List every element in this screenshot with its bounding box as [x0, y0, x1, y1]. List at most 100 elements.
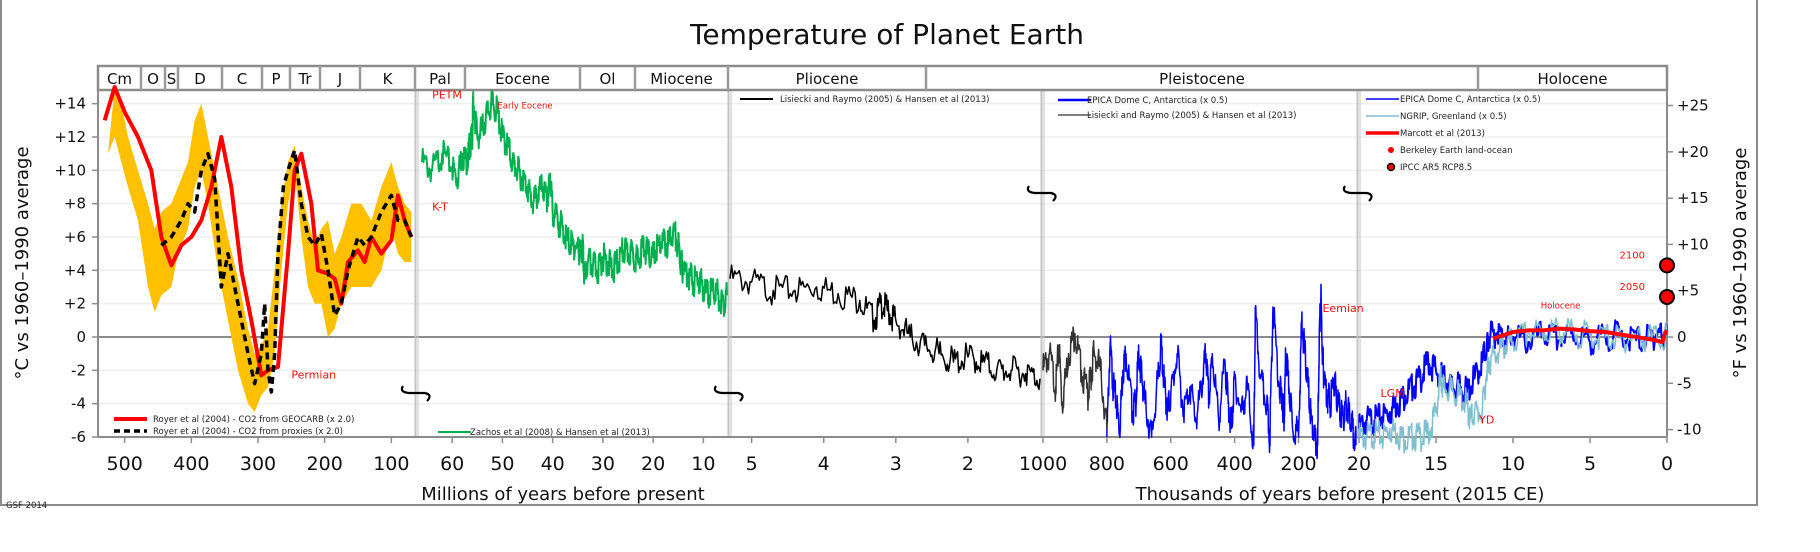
x-tick-label: 4	[818, 453, 830, 475]
period-label: S	[167, 70, 177, 88]
x-tick-label: 800	[1089, 453, 1125, 475]
legend-label: Lisiecki and Raymo (2005) & Hansen et al…	[780, 95, 989, 105]
x-tick-label: 200	[1280, 453, 1316, 475]
x-tick-label: 10	[691, 453, 715, 475]
period-label: Miocene	[650, 70, 713, 88]
chart-frame	[0, 0, 1758, 506]
legend-label: Royer et al (2004) - CO2 from proxies (x…	[153, 427, 343, 437]
y-tick-label-c: 0	[76, 328, 86, 346]
period-label: P	[271, 70, 280, 88]
legend-label: IPCC AR5 RCP8.5	[1400, 163, 1472, 173]
uncertainty-band	[108, 87, 412, 412]
period-label: K	[383, 70, 394, 88]
projection-point	[1659, 257, 1675, 274]
y-tick-label-f: +25	[1677, 97, 1709, 115]
y-tick-label-c: -2	[71, 361, 86, 379]
x-tick-label: 20	[641, 453, 665, 475]
x-tick-label: 3	[890, 453, 902, 475]
y-tick-label-c: +14	[54, 95, 86, 113]
x-tick-label: 300	[240, 453, 276, 475]
annotation-label: Early Eocene	[497, 102, 552, 112]
series-line	[1358, 317, 1668, 454]
x-tick-label: 2	[962, 453, 974, 475]
projection-point	[1659, 289, 1675, 305]
x-tick-label: 1000	[1019, 453, 1067, 475]
axis-break-icon	[713, 385, 744, 402]
axis-break-icon	[400, 385, 431, 402]
period-label: C	[237, 70, 247, 88]
legend-label: Marcott et al (2013)	[1400, 129, 1485, 139]
y-axis-title-right: °F vs 1960–1990 average	[1730, 148, 1751, 379]
legend-label: Royer et al (2004) - CO2 from GEOCARB (x…	[153, 415, 354, 425]
series-line	[1106, 283, 1357, 460]
y-axis-title-left: °C vs 1960–1990 average	[12, 146, 33, 379]
legend-label: EPICA Dome C, Antarctica (x 0.5)	[1087, 96, 1228, 106]
annotation-label: Eemian	[1322, 302, 1363, 315]
period-label: Tr	[297, 70, 312, 88]
period-label: Pal	[429, 70, 451, 88]
projection-label: 2050	[1620, 282, 1645, 293]
x-tick-label: 50	[490, 453, 514, 475]
period-label: Eocene	[495, 70, 550, 88]
period-label: D	[194, 70, 206, 88]
x-tick-label: 20	[1347, 453, 1371, 475]
annotation-label: Permian	[291, 369, 336, 382]
x-tick-label: 400	[173, 453, 209, 475]
period-label: Holocene	[1537, 70, 1607, 88]
axis-break-icon	[1342, 185, 1373, 202]
x-tick-label: 500	[107, 453, 143, 475]
x-tick-label: 600	[1153, 453, 1189, 475]
y-tick-label-f: -10	[1677, 421, 1702, 439]
y-tick-label-c: -4	[71, 395, 86, 413]
period-label: Cm	[107, 70, 132, 88]
period-header	[96, 64, 1669, 92]
series-line	[729, 264, 1041, 391]
axis-break-icon	[1026, 185, 1057, 202]
y-tick-label-c: -6	[71, 428, 86, 446]
y-tick-label-c: +8	[64, 195, 86, 213]
legend-swatch	[1388, 147, 1394, 153]
x-tick-label: 10	[1501, 453, 1525, 475]
x-tick-label: 0	[1661, 453, 1673, 475]
series-line	[160, 148, 413, 394]
y-tick-label-f: +20	[1677, 143, 1709, 161]
annotation-label: Holocene	[1541, 302, 1581, 312]
y-tick-label-f: 0	[1677, 328, 1687, 346]
y-tick-label-c: +10	[54, 161, 86, 179]
legend-label: EPICA Dome C, Antarctica (x 0.5)	[1400, 95, 1541, 105]
y-tick-label-c: +4	[64, 261, 86, 279]
x-tick-label: 15	[1424, 453, 1448, 475]
legend-label: Berkeley Earth land-ocean	[1400, 146, 1513, 156]
period-label: O	[147, 70, 159, 88]
legend-label: NGRIP, Greenland (x 0.5)	[1400, 112, 1507, 122]
y-tick-label-f: -5	[1677, 374, 1692, 392]
x-axis-title-kyr: Thousands of years before present (2015 …	[1135, 484, 1545, 505]
x-tick-label: 60	[440, 453, 464, 475]
x-tick-label: 30	[591, 453, 615, 475]
period-label: Pliocene	[796, 70, 859, 88]
annotation-label: LGM	[1381, 387, 1405, 400]
y-tick-label-f: +10	[1677, 235, 1709, 253]
credit: GSF 2014	[6, 501, 47, 511]
series-line	[1492, 326, 1669, 344]
legend-label: Zachos et al (2008) & Hansen et al (2013…	[470, 428, 650, 438]
period-label: J	[337, 70, 342, 88]
annotation-label: PETM	[432, 89, 462, 102]
chart-title: Temperature of Planet Earth	[689, 18, 1084, 51]
y-tick-label-c: +2	[64, 295, 86, 313]
series-line	[1042, 326, 1108, 429]
x-tick-label: 200	[307, 453, 343, 475]
period-label: Pleistocene	[1159, 70, 1245, 88]
x-tick-label: 5	[1584, 453, 1596, 475]
period-label: Ol	[600, 70, 616, 88]
y-tick-label-c: +12	[54, 128, 86, 146]
projection-label: 2100	[1620, 250, 1645, 261]
legend-label: Lisiecki and Raymo (2005) & Hansen et al…	[1087, 111, 1296, 121]
y-tick-label-f: +15	[1677, 189, 1709, 207]
annotation-label: YD	[1478, 414, 1494, 427]
x-tick-label: 400	[1216, 453, 1252, 475]
series-line	[102, 85, 414, 378]
series-line	[421, 89, 728, 318]
x-axis-title-myr: Millions of years before present	[421, 484, 704, 505]
